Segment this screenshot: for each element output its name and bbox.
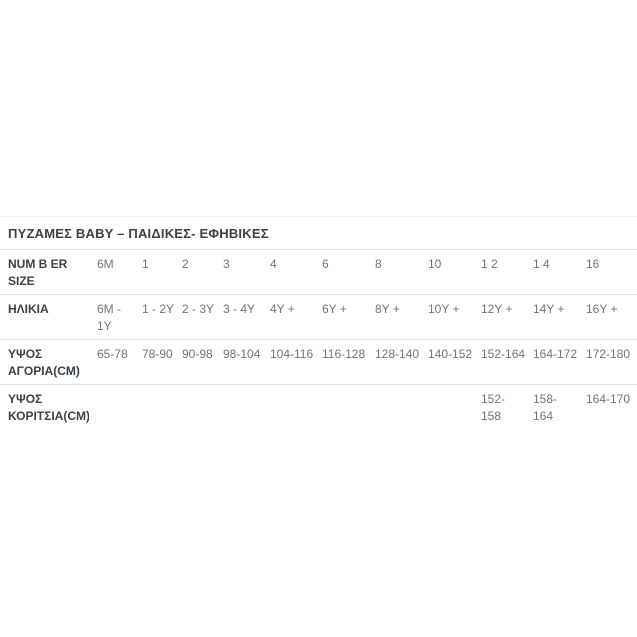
row-header: ΥΨΟΣ ΚΟΡΙΤΣΙΑ(CM) [8, 392, 89, 423]
size-cell: 10 [428, 257, 442, 271]
size-cell: 152- 158 [481, 392, 506, 423]
size-cell: 6Y + [322, 302, 347, 316]
size-chart-title: ΠΥΖΑΜΕΣ BABY – ΠΑΙΔΙΚΕΣ- ΕΦΗΒΙΚΕΣ [8, 226, 269, 241]
size-cell: 1 4 [533, 257, 550, 271]
size-cell: 1 2 [481, 257, 498, 271]
size-cell: 14Y + [533, 302, 565, 316]
size-cell: 10Y + [428, 302, 460, 316]
size-cell: 8Y + [375, 302, 400, 316]
size-cell [420, 385, 473, 430]
size-cell: 6 [322, 257, 329, 271]
row-header: ΥΨΟΣ ΑΓΟΡΙΑ(CM) [8, 347, 80, 378]
size-cell [89, 385, 134, 430]
size-cell: 12Y + [481, 302, 513, 316]
size-cell: 16 [586, 257, 600, 271]
size-cell: 16Y + [586, 302, 618, 316]
size-cell: 8 [375, 257, 382, 271]
size-cell: 1 [142, 257, 149, 271]
size-cell: 4 [270, 257, 277, 271]
size-cell [262, 385, 314, 430]
section-top-divider [0, 216, 637, 217]
size-cell: 2 [182, 257, 189, 271]
row-header: NUM B ER SIZE [8, 257, 68, 288]
row-header: ΗΛΙΚΙΑ [8, 302, 49, 316]
size-cell: 3 [223, 257, 230, 271]
size-cell: 140-152 [428, 347, 473, 361]
size-cell: 1 - 2Y [142, 302, 174, 316]
size-cell: 78-90 [142, 347, 173, 361]
size-cell: 158- 164 [533, 392, 558, 423]
size-cell: 172-180 [586, 347, 631, 361]
size-cell [367, 385, 420, 430]
size-cell: 6M - 1Y [97, 302, 121, 333]
size-cell [174, 385, 215, 430]
size-cell: 90-98 [182, 347, 213, 361]
size-cell: 104-116 [270, 347, 314, 361]
size-cell: 128-140 [375, 347, 420, 361]
size-cell: 116-128 [322, 347, 366, 361]
size-cell: 164-172 [533, 347, 578, 361]
size-cell [314, 385, 367, 430]
size-cell: 6M [97, 257, 114, 271]
size-cell [134, 385, 174, 430]
size-cell: 65-78 [97, 347, 128, 361]
size-cell: 4Y + [270, 302, 295, 316]
size-cell: 3 - 4Y [223, 302, 256, 316]
table-row: ΥΨΟΣ ΚΟΡΙΤΣΙΑ(CM) 152- 158 158- 164 164-170 [0, 385, 637, 430]
size-guide-section: ΠΥΖΑΜΕΣ BABY – ΠΑΙΔΙΚΕΣ- ΕΦΗΒΙΚΕΣ NUM B … [0, 216, 637, 429]
size-cell: 2 - 3Y [182, 302, 215, 316]
table-row: ΥΨΟΣ ΑΓΟΡΙΑ(CM) 65-78 78-90 90-98 98-104 104-… [0, 340, 637, 385]
size-cell: 164-170 [586, 392, 631, 406]
table-row: ΗΛΙΚΙΑ 6M - 1Y 1 - 2Y 2 - 3Y 3 - 4Y 4Y + 6Y + 8… [0, 295, 637, 340]
size-cell: 98-104 [223, 347, 261, 361]
size-cell: 152-164 [481, 347, 525, 361]
size-cell [215, 385, 262, 430]
